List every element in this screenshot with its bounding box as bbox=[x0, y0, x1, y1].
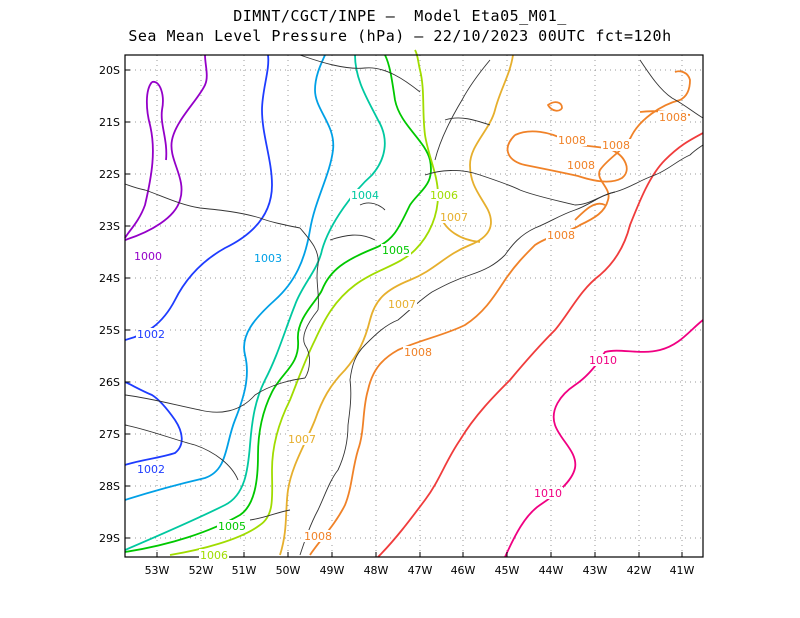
isobar-label: 1008 bbox=[659, 111, 687, 124]
lon-label: 49W bbox=[320, 564, 345, 577]
lat-label: 24S bbox=[99, 272, 120, 285]
lat-label: 21S bbox=[99, 116, 120, 129]
isobar-1000-closed bbox=[124, 81, 168, 239]
state-border-3 bbox=[124, 424, 239, 481]
isobar-label-bg bbox=[350, 189, 380, 201]
isobar-label: 1006 bbox=[430, 189, 458, 202]
isobar-label: 1006 bbox=[200, 549, 228, 562]
state-border-8 bbox=[434, 59, 491, 161]
lon-label: 45W bbox=[495, 564, 520, 577]
isobar-label: 1007 bbox=[388, 298, 416, 311]
isobar-label-bg bbox=[387, 298, 417, 310]
lon-label: 42W bbox=[627, 564, 652, 577]
isobar-label-bg bbox=[136, 328, 166, 340]
isobar-label-bg bbox=[557, 134, 587, 146]
isobar-1002-south bbox=[124, 381, 183, 466]
isobar-label: 1008 bbox=[304, 530, 332, 543]
isobar-1008-main bbox=[309, 70, 691, 556]
isobar-label-bg bbox=[253, 252, 283, 264]
isobar-labels: 1000 1002 1002 1003 1004 1005 1005 1006 1006 1007… bbox=[133, 111, 688, 562]
isobar-1006 bbox=[169, 49, 439, 556]
isobar-label-bg bbox=[381, 244, 411, 256]
isobar-label-bg bbox=[566, 159, 596, 171]
state-border-9 bbox=[299, 54, 421, 93]
isobar-label: 1004 bbox=[351, 189, 379, 202]
state-border-4 bbox=[299, 227, 319, 311]
isobar-1004 bbox=[124, 54, 386, 551]
isobar-1002-north bbox=[124, 54, 273, 341]
lon-label: 47W bbox=[408, 564, 433, 577]
isobar-label-bg bbox=[303, 530, 333, 542]
isobar-label: 1008 bbox=[547, 229, 575, 242]
lat-label: 23S bbox=[99, 220, 120, 233]
isobar-label: 1005 bbox=[382, 244, 410, 257]
lat-label: 20S bbox=[99, 64, 120, 77]
isobar-label-bg bbox=[533, 487, 563, 499]
isobar-label-bg bbox=[429, 189, 459, 201]
isobar-label-bg bbox=[199, 549, 229, 561]
longitude-axis: 53W 52W 51W 50W 49W 48W 47W 46W 45W 44W 43W 42W 41W bbox=[145, 552, 695, 577]
isobar-label: 1007 bbox=[288, 433, 316, 446]
state-border-10 bbox=[639, 59, 704, 119]
isobar-label: 1008 bbox=[404, 346, 432, 359]
lat-label: 27S bbox=[99, 428, 120, 441]
lon-label: 50W bbox=[276, 564, 301, 577]
map-frame bbox=[124, 54, 704, 558]
lon-label: 46W bbox=[451, 564, 476, 577]
lon-label: 41W bbox=[670, 564, 695, 577]
state-border-6 bbox=[329, 202, 386, 241]
lon-label: 48W bbox=[364, 564, 389, 577]
isobar-label: 1002 bbox=[137, 463, 165, 476]
lat-label: 28S bbox=[99, 480, 120, 493]
isobar-label: 1005 bbox=[218, 520, 246, 533]
isobar-1000 bbox=[124, 54, 208, 241]
coastline bbox=[299, 144, 704, 556]
isobar-label: 1000 bbox=[134, 250, 162, 263]
isobar-1008-sub bbox=[574, 202, 606, 221]
isobar-1007-west bbox=[279, 54, 514, 556]
state-border-7 bbox=[424, 170, 616, 206]
map-title: DIMNT/CGCT/INPE – Model Eta05_M01_ bbox=[233, 7, 567, 25]
isobar-label-bg bbox=[439, 211, 469, 223]
latitude-axis: 20S 21S 22S 23S 24S 25S 26S 27S 28S 29S bbox=[99, 64, 130, 545]
isobar-label: 1002 bbox=[137, 328, 165, 341]
state-border-5 bbox=[124, 183, 301, 229]
isobar-label-bg bbox=[287, 433, 317, 445]
isobar-1005 bbox=[124, 54, 432, 553]
lon-label: 53W bbox=[145, 564, 170, 577]
lon-label: 44W bbox=[539, 564, 564, 577]
isobar-1010 bbox=[504, 319, 704, 558]
isobar-1003 bbox=[124, 54, 335, 501]
lat-label: 22S bbox=[99, 168, 120, 181]
state-border-1 bbox=[124, 377, 306, 413]
isobar-label-bg bbox=[133, 250, 163, 262]
isobar-1009 bbox=[377, 132, 704, 558]
isobar-label-bg bbox=[217, 520, 247, 532]
isobar-label-bg bbox=[546, 229, 576, 241]
state-border-11 bbox=[249, 509, 291, 521]
isobar-label-bg bbox=[403, 346, 433, 358]
isobar-label: 1007 bbox=[440, 211, 468, 224]
lon-label: 43W bbox=[583, 564, 608, 577]
lat-label: 26S bbox=[99, 376, 120, 389]
isobar-label-bg bbox=[136, 463, 166, 475]
lat-label: 25S bbox=[99, 324, 120, 337]
isobar-label: 1010 bbox=[534, 487, 562, 500]
lat-label: 29S bbox=[99, 532, 120, 545]
isobar-label: 1008 bbox=[602, 139, 630, 152]
isobar-label: 1003 bbox=[254, 252, 282, 265]
isobar-label: 1008 bbox=[558, 134, 586, 147]
map-subtitle: Sea Mean Level Pressure (hPa) – 22/10/20… bbox=[128, 27, 672, 45]
isobar-label-bg bbox=[658, 111, 688, 123]
isobar-label-bg bbox=[588, 354, 618, 366]
lon-label: 51W bbox=[232, 564, 257, 577]
isobar-label: 1010 bbox=[589, 354, 617, 367]
lon-label: 52W bbox=[189, 564, 214, 577]
state-border-2 bbox=[303, 309, 319, 379]
isobar-1008-islet bbox=[547, 101, 563, 112]
isobar-label: 1008 bbox=[567, 159, 595, 172]
isobar-label-bg bbox=[601, 139, 631, 151]
